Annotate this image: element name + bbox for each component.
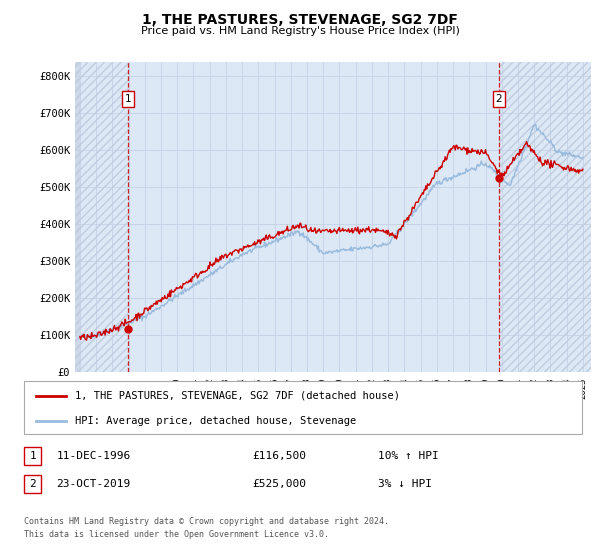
Text: Contains HM Land Registry data © Crown copyright and database right 2024.: Contains HM Land Registry data © Crown c…	[24, 517, 389, 526]
Text: 10% ↑ HPI: 10% ↑ HPI	[378, 451, 439, 461]
Text: 1, THE PASTURES, STEVENAGE, SG2 7DF: 1, THE PASTURES, STEVENAGE, SG2 7DF	[142, 13, 458, 27]
Text: £116,500: £116,500	[252, 451, 306, 461]
Text: 2: 2	[496, 94, 502, 104]
Text: 1: 1	[124, 94, 131, 104]
Text: This data is licensed under the Open Government Licence v3.0.: This data is licensed under the Open Gov…	[24, 530, 329, 539]
Text: £525,000: £525,000	[252, 479, 306, 489]
Text: HPI: Average price, detached house, Stevenage: HPI: Average price, detached house, Stev…	[75, 416, 356, 426]
Text: 3% ↓ HPI: 3% ↓ HPI	[378, 479, 432, 489]
Bar	[499, 62, 591, 372]
Bar	[75, 62, 128, 372]
Text: 2: 2	[29, 479, 36, 489]
Text: Price paid vs. HM Land Registry's House Price Index (HPI): Price paid vs. HM Land Registry's House …	[140, 26, 460, 36]
Text: 1, THE PASTURES, STEVENAGE, SG2 7DF (detached house): 1, THE PASTURES, STEVENAGE, SG2 7DF (det…	[75, 391, 400, 401]
Text: 1: 1	[29, 451, 36, 461]
Polygon shape	[75, 62, 80, 372]
Text: 11-DEC-1996: 11-DEC-1996	[56, 451, 131, 461]
Text: 23-OCT-2019: 23-OCT-2019	[56, 479, 131, 489]
